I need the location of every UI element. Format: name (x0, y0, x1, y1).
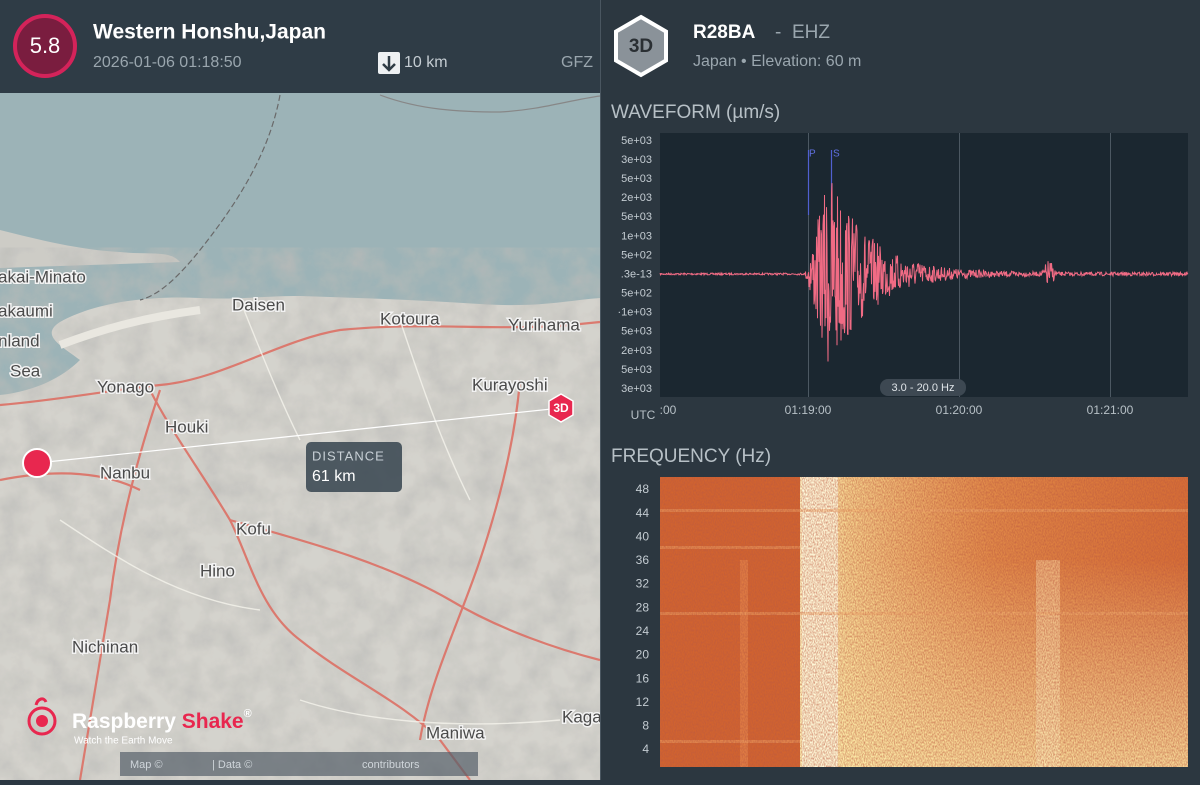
map-label: Nichinan (72, 637, 138, 656)
y-tick-label: 8 (642, 719, 649, 733)
magnitude-badge (13, 14, 77, 78)
station-badge (614, 14, 668, 78)
x-tick-label: 01:20:00 (936, 403, 983, 417)
y-tick-label: 5e+03 (621, 326, 652, 338)
x-tick-label: 01:21:00 (1087, 403, 1134, 417)
roads (0, 320, 600, 780)
map-tint (0, 93, 600, 780)
y-tick-label: 20 (636, 648, 650, 662)
magnitude: 5.8 (30, 33, 61, 58)
y-tick-label: .3e-13 (621, 268, 652, 280)
station-code: R28BA (693, 22, 756, 43)
y-tick-label: 12 (636, 695, 650, 709)
x-tick-label: 01:19:00 (785, 403, 832, 417)
filter-pill (880, 379, 966, 396)
map-label: Sea (10, 361, 41, 380)
y-tick-label: 5e+02 (621, 288, 652, 300)
logo-name: Raspberry Shake® (72, 708, 252, 733)
minor-roads (59, 299, 561, 725)
y-tick-label: 28 (636, 600, 650, 614)
y-tick-label: 40 (636, 529, 650, 543)
y-tick-label: 2e+03 (621, 192, 652, 204)
filter-label: 3.0 - 20.0 Hz (892, 382, 955, 394)
y-tick-label: ·1e+03 (617, 307, 652, 319)
y-tick-label: 5e+02 (621, 249, 652, 261)
boundary (379, 94, 600, 113)
attribution[interactable]: Map © (130, 759, 163, 771)
land (0, 230, 180, 268)
event-datetime: 2026-01-06 01:18:50 (93, 54, 242, 71)
map-label: Daisen (232, 295, 285, 314)
boundary (139, 94, 281, 301)
beach (58, 306, 201, 349)
distance-line (36, 407, 562, 464)
spectrogram-noise (660, 477, 1188, 767)
y-tick-label: 48 (636, 482, 650, 496)
event-source: GFZ (561, 54, 593, 71)
map[interactable]: akai-Minato akaumi nland Sea Daisen Koto… (0, 93, 602, 780)
depth-arrow (382, 56, 396, 72)
distance-value: 61 km (312, 468, 356, 485)
map-label: Kotoura (380, 309, 440, 328)
map-label: Yurihama (508, 315, 580, 334)
map-label: Houki (165, 417, 208, 436)
station-marker[interactable] (548, 393, 574, 423)
map-label: akai-Minato (0, 267, 86, 286)
y-tick-label: 1e+03 (621, 230, 652, 242)
logo: Raspberry Shake® Watch the Earth Move (27, 697, 252, 747)
map-label: nland (0, 331, 40, 350)
time-zone: UTC (631, 408, 656, 422)
y-tick-label: 5e+03 (621, 135, 652, 147)
map-label: Kofu (236, 519, 271, 538)
map-label: Kurayoshi (472, 375, 548, 394)
y-tick-label: 5e+03 (621, 364, 652, 376)
event-location: Western Honshu,Japan (93, 21, 326, 44)
waveform-title: WAVEFORM (µm/s) (611, 102, 780, 123)
map-label: Yonago (97, 377, 154, 396)
attribution-bar (120, 752, 478, 776)
y-tick-label: 4 (642, 742, 649, 756)
map-label: Nanbu (100, 463, 150, 482)
distance-label: DISTANCE (312, 448, 385, 463)
station-badge-label: 3D (629, 36, 653, 57)
y-tick-label: 32 (636, 577, 650, 591)
station-details: Japan • Elevation: 60 m (693, 53, 861, 70)
y-tick-label: 36 (636, 553, 650, 567)
event-depth: 10 km (404, 54, 448, 71)
map-label: akaumi (0, 301, 53, 320)
y-tick-label: 44 (636, 506, 650, 520)
y-tick-label: 5e+03 (621, 173, 652, 185)
frequency-title: FREQUENCY (Hz) (611, 446, 771, 467)
distance-box (306, 442, 402, 492)
station-marker-label: 3D (553, 401, 569, 415)
phase-label: S (833, 149, 840, 160)
attribution[interactable]: | Data © (212, 759, 252, 771)
y-tick-label: 24 (636, 624, 650, 638)
y-tick-label: 2e+03 (621, 345, 652, 357)
spectrogram (660, 477, 1188, 767)
epicenter[interactable] (22, 448, 52, 478)
waveform-plot (660, 133, 1188, 397)
y-tick-label: 5e+03 (621, 211, 652, 223)
hillshade (0, 296, 600, 780)
map-label: Hino (200, 561, 235, 580)
map-label: Kaga (562, 707, 602, 726)
phase-label: P (809, 149, 816, 160)
logo-tagline: Watch the Earth Move (74, 736, 173, 747)
station-channel: EHZ (792, 22, 830, 43)
waveform-trace (659, 183, 1189, 362)
y-tick-label: 3e+03 (621, 154, 652, 166)
x-tick-label: :00 (660, 403, 677, 417)
separator: - (775, 22, 781, 43)
y-tick-label: 16 (636, 671, 650, 685)
event-header (0, 0, 600, 93)
attribution[interactable]: contributors (362, 759, 420, 771)
map-label: Maniwa (426, 723, 485, 742)
y-tick-label: 3e+03 (621, 383, 652, 395)
